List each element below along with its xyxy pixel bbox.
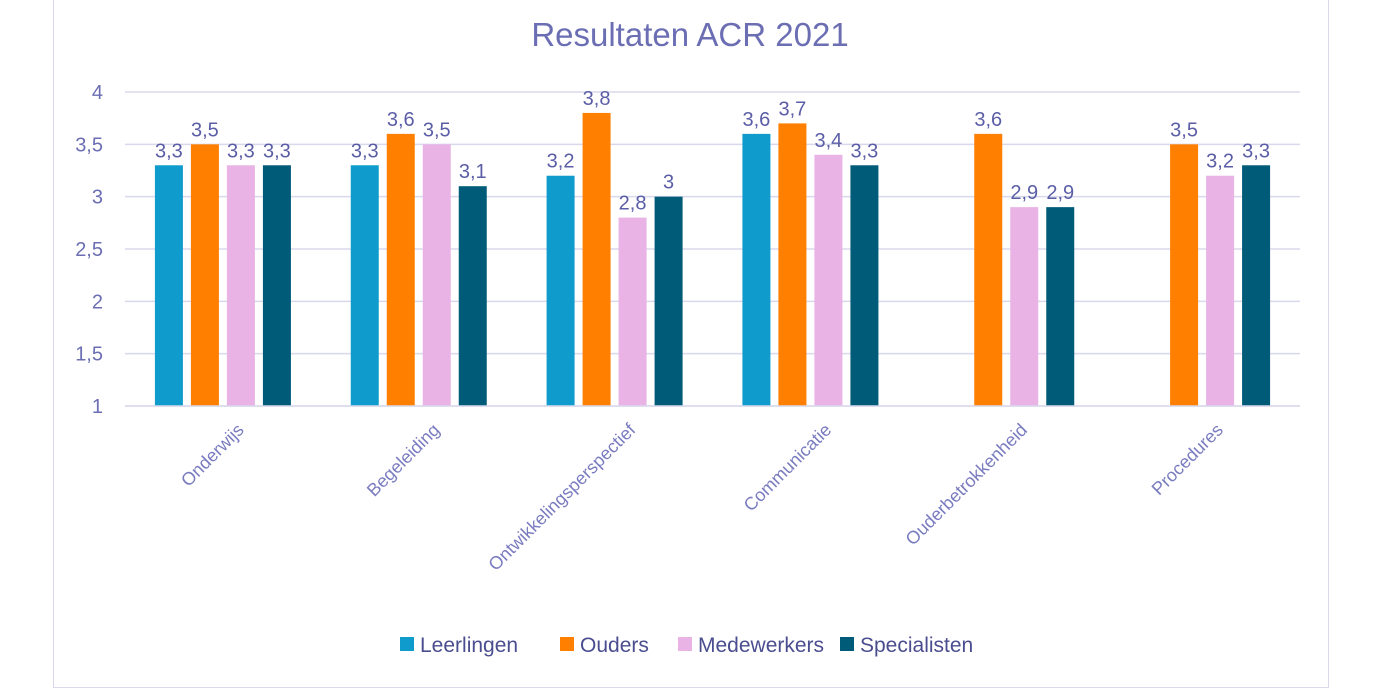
gridlines (125, 91, 1300, 407)
bar-specialisten-procedures (1242, 165, 1271, 406)
bar-specialisten-communicatie (850, 165, 879, 406)
legend-swatch-medewerkers (678, 637, 692, 651)
bar-specialisten-ontwikkelingsperspectief (654, 196, 683, 406)
x-axis: Onderwijs Begeleiding Ontwikkelingsperspec… (125, 405, 1300, 575)
data-label: 3,3 (227, 140, 255, 162)
bar-medewerkers-ouderbetrokkenheid (1010, 207, 1039, 406)
legend-label-leerlingen: Leerlingen (420, 634, 518, 657)
y-tick-label: 2 (92, 291, 103, 313)
data-label: 3,5 (191, 119, 219, 141)
legend-label-ouders: Ouders (580, 634, 649, 657)
bar-ouders-ontwikkelingsperspectief (582, 112, 611, 406)
y-tick-label: 1 (92, 396, 103, 418)
data-label: 2,8 (619, 193, 647, 215)
data-label: 3,2 (1206, 151, 1234, 173)
y-axis: 1 1,5 2 2,5 3 3,5 4 (75, 82, 103, 418)
data-label: 3,5 (423, 119, 451, 141)
y-tick-label: 4 (92, 82, 103, 104)
bar-ouders-ouderbetrokkenheid (974, 133, 1003, 406)
bar-specialisten-begeleiding (458, 186, 487, 406)
bar-ouders-communicatie (778, 123, 807, 407)
data-label: 3,6 (743, 109, 771, 131)
bar-ouders-procedures (1170, 144, 1199, 407)
x-tick-label: Ouderbetrokkenheid (902, 420, 1031, 549)
bars (154, 112, 1271, 407)
legend-swatch-ouders (560, 637, 574, 651)
bar-leerlingen-begeleiding (350, 165, 379, 406)
data-label: 3,8 (583, 88, 611, 110)
legend-label-specialisten: Specialisten (860, 634, 973, 657)
bar-specialisten-ouderbetrokkenheid (1046, 207, 1075, 406)
data-label: 3,3 (263, 140, 291, 162)
bar-ouders-begeleiding (386, 133, 415, 406)
data-label: 3,3 (155, 140, 183, 162)
legend-swatch-specialisten (840, 637, 854, 651)
bar-leerlingen-onderwijs (154, 165, 183, 406)
data-label: 3,5 (1170, 119, 1198, 141)
x-tick-label: Onderwijs (177, 420, 248, 491)
data-label: 3,3 (351, 140, 379, 162)
bar-medewerkers-onderwijs (226, 165, 255, 406)
bar-medewerkers-ontwikkelingsperspectief (618, 217, 647, 406)
bar-medewerkers-begeleiding (422, 144, 451, 407)
chart-title: Resultaten ACR 2021 (531, 16, 848, 53)
data-label: 3,1 (459, 161, 487, 183)
data-label: 2,9 (1010, 182, 1038, 204)
x-tick-label: Communicatie (740, 420, 835, 515)
data-label: 3,7 (779, 98, 807, 120)
y-tick-label: 3,5 (75, 134, 103, 156)
data-label: 3,3 (851, 140, 879, 162)
bar-leerlingen-ontwikkelingsperspectief (546, 175, 575, 406)
x-tick-label: Ontwikkelingsperspectief (484, 419, 640, 575)
data-label: 3,6 (387, 109, 415, 131)
data-label: 2,9 (1046, 182, 1074, 204)
data-label: 3,2 (547, 151, 575, 173)
data-label: 3 (663, 172, 674, 194)
legend-label-medewerkers: Medewerkers (698, 634, 824, 657)
y-tick-label: 1,5 (75, 344, 103, 366)
bar-leerlingen-communicatie (742, 133, 771, 406)
legend-swatch-leerlingen (400, 637, 414, 651)
legend: Leerlingen Ouders Medewerkers Specialisten (400, 634, 973, 657)
x-tick-label: Procedures (1148, 420, 1227, 499)
y-tick-label: 2,5 (75, 239, 103, 261)
data-label: 3,3 (1242, 140, 1270, 162)
bar-specialisten-onderwijs (262, 165, 291, 406)
x-tick-label: Begeleiding (363, 420, 444, 501)
y-tick-label: 3 (92, 187, 103, 209)
data-label: 3,6 (974, 109, 1002, 131)
data-label: 3,4 (815, 130, 843, 152)
bar-medewerkers-communicatie (814, 154, 843, 406)
bar-medewerkers-procedures (1206, 175, 1235, 406)
bar-ouders-onderwijs (190, 144, 219, 407)
data-labels: 3,3 3,5 3,3 3,3 3,3 3,6 3,5 3,1 3,2 3,8 2,8 3 3,6 3,7… (155, 88, 1270, 215)
